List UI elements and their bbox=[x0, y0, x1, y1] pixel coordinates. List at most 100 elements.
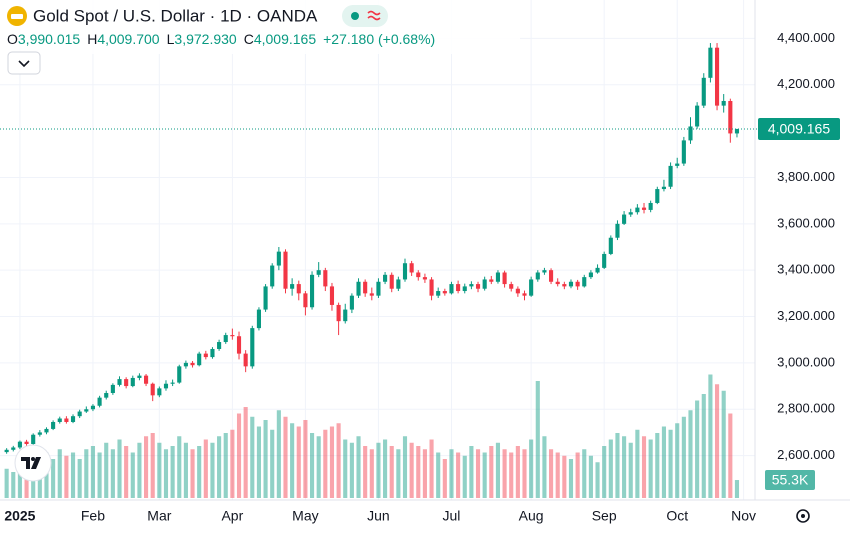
candle-body bbox=[163, 383, 169, 389]
candle-body bbox=[515, 288, 520, 294]
candle-body bbox=[482, 279, 487, 289]
candle-body bbox=[283, 251, 288, 289]
volume-bar bbox=[369, 449, 374, 498]
volume-bar bbox=[396, 449, 401, 498]
candle-body bbox=[442, 291, 447, 294]
legend-change: +27.180 (+0.68%) bbox=[323, 31, 435, 47]
volume-bar bbox=[462, 455, 467, 498]
candle-body bbox=[655, 189, 660, 203]
volume-bar bbox=[734, 480, 740, 498]
volume-bar bbox=[389, 446, 394, 498]
candle-body bbox=[422, 277, 427, 280]
y-tick-label: 3,000.000 bbox=[777, 354, 835, 369]
x-tick-label: Sep bbox=[592, 508, 617, 524]
candle-body bbox=[110, 384, 115, 394]
volume-bar bbox=[57, 449, 62, 498]
x-tick-label: Jun bbox=[367, 508, 390, 524]
volume-bar bbox=[602, 446, 607, 498]
volume-bar bbox=[509, 452, 514, 498]
volume-bar bbox=[270, 429, 275, 498]
candle-body bbox=[728, 100, 733, 134]
volume-bar bbox=[436, 452, 441, 498]
y-tick-label: 2,800.000 bbox=[777, 401, 835, 416]
volume-bar bbox=[84, 449, 89, 498]
volume-bar bbox=[701, 394, 706, 498]
candle-body bbox=[628, 212, 633, 215]
legend-key: H bbox=[87, 31, 97, 47]
y-tick-label: 3,800.000 bbox=[777, 169, 835, 184]
candle-body bbox=[31, 434, 36, 444]
volume-bar bbox=[628, 442, 633, 498]
candle-body bbox=[323, 270, 328, 287]
market-status[interactable] bbox=[342, 5, 388, 27]
candle-body bbox=[721, 100, 726, 106]
volume-bar bbox=[522, 449, 527, 498]
candle-body bbox=[555, 281, 560, 285]
candle-body bbox=[329, 286, 335, 305]
candle-body bbox=[316, 270, 321, 275]
volume-bar bbox=[117, 439, 122, 498]
volume-bar bbox=[475, 449, 481, 498]
candle-body bbox=[549, 270, 554, 282]
gear-center bbox=[801, 514, 805, 518]
volume-bar bbox=[595, 462, 600, 498]
volume-bar bbox=[130, 452, 135, 498]
volume-bar bbox=[708, 374, 713, 498]
tv-logo[interactable] bbox=[14, 444, 52, 482]
volume-bar bbox=[163, 449, 169, 498]
x-tick-label: Apr bbox=[221, 508, 243, 524]
candle-body bbox=[456, 284, 461, 292]
candle-body bbox=[542, 270, 547, 273]
collapse-button[interactable] bbox=[7, 51, 41, 75]
volume-bar bbox=[263, 420, 268, 498]
volume-bar bbox=[409, 442, 414, 498]
legend-key: O bbox=[7, 31, 18, 47]
volume-bar bbox=[217, 436, 222, 498]
x-tick-label: Jul bbox=[443, 508, 461, 524]
volume-bar bbox=[276, 410, 281, 498]
volume-bar bbox=[489, 446, 494, 498]
candle-body bbox=[409, 263, 414, 273]
x-tick-label: Mar bbox=[147, 508, 171, 524]
candle-body bbox=[243, 353, 248, 367]
volume-bar bbox=[502, 449, 507, 498]
settings-button[interactable] bbox=[796, 509, 810, 523]
volume-bar bbox=[104, 442, 109, 498]
volume-bar bbox=[383, 439, 388, 498]
candle-body bbox=[675, 163, 680, 166]
volume-bar bbox=[296, 426, 301, 498]
candle-body bbox=[230, 335, 235, 337]
volume-bar bbox=[137, 442, 142, 498]
candle-body bbox=[595, 267, 600, 273]
status-wave bbox=[367, 10, 381, 21]
candle-body bbox=[695, 105, 700, 127]
candle-body bbox=[17, 441, 22, 448]
volume-bar bbox=[256, 426, 261, 498]
volume-bar bbox=[648, 439, 653, 498]
candle-body bbox=[449, 284, 454, 294]
legend-value: 4,009.700 bbox=[97, 31, 159, 47]
volume-bar bbox=[402, 436, 408, 498]
last-price-label: 4,009.165 bbox=[768, 121, 830, 137]
candle-body bbox=[648, 202, 653, 210]
candle-body bbox=[575, 281, 580, 287]
volume-bar bbox=[449, 449, 454, 498]
status-pill bbox=[342, 5, 388, 27]
candle-body bbox=[701, 77, 706, 106]
candle-body bbox=[130, 377, 135, 387]
volume-bar bbox=[4, 468, 9, 498]
x-tick-label: Nov bbox=[731, 508, 756, 524]
y-tick-label: 4,400.000 bbox=[777, 30, 835, 45]
volume-bar bbox=[309, 433, 315, 498]
logo-circle bbox=[14, 444, 52, 482]
candle-body bbox=[469, 284, 474, 287]
candle-body bbox=[369, 293, 374, 296]
logo-mark bbox=[21, 457, 41, 469]
candle-body bbox=[396, 279, 401, 289]
volume-bar bbox=[728, 413, 733, 498]
candle-body bbox=[4, 449, 9, 453]
volume-bar bbox=[442, 459, 447, 498]
volume-bar bbox=[688, 410, 693, 498]
legend-value: 3,990.015 bbox=[18, 31, 80, 47]
candle-body bbox=[24, 441, 29, 444]
